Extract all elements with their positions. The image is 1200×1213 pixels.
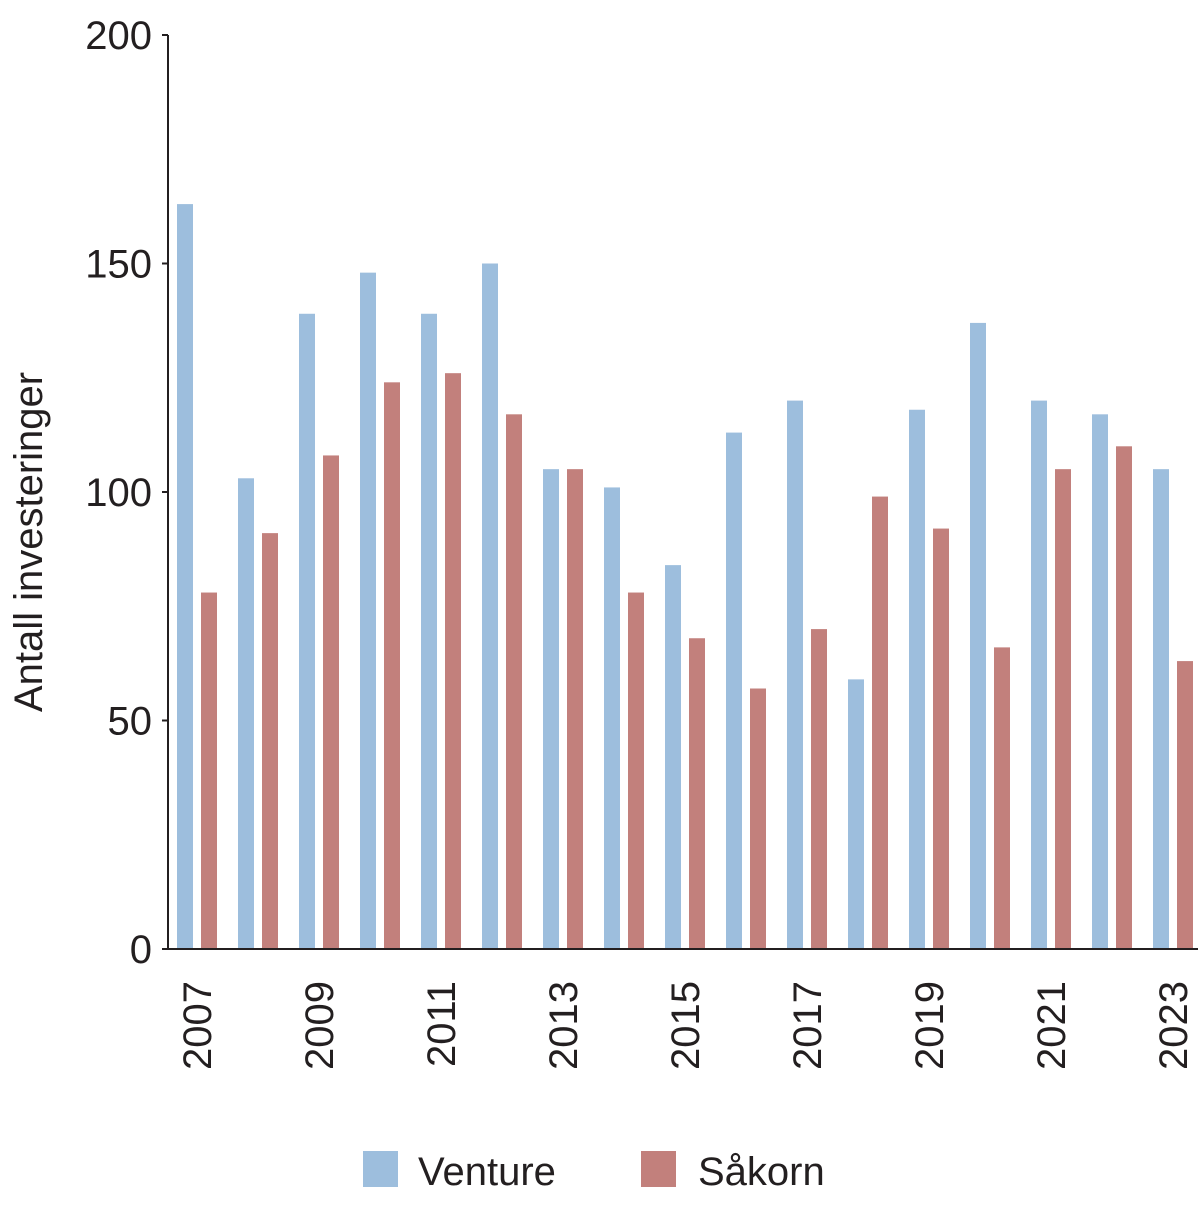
y-tick-label-200: 200 [85,14,152,58]
bar-s-korn-2020 [994,647,1010,949]
bar-s-korn-2018 [872,496,888,949]
bar-venture-2020 [970,322,986,949]
bar-venture-2021 [1031,400,1047,950]
bar-s-korn-2017 [811,629,827,949]
bar-venture-2008 [238,478,254,949]
y-tick-label-100: 100 [85,471,152,515]
bar-s-korn-2023 [1177,661,1193,949]
bar-venture-2014 [604,487,620,949]
bar-s-korn-2011 [445,373,461,949]
bar-venture-2012 [482,263,498,949]
bar-venture-2018 [848,679,864,949]
x-tick-label-2015: 2015 [664,981,708,1070]
bars-group [177,204,1193,950]
bar-venture-2017 [787,400,803,950]
bar-s-korn-2016 [750,688,766,949]
bar-s-korn-2012 [506,414,522,949]
bar-s-korn-2009 [323,455,339,949]
legend: Venture Såkorn [363,1150,825,1194]
x-tick-label-2017: 2017 [786,981,830,1070]
bar-venture-2007 [177,204,193,950]
bar-venture-2015 [665,565,681,949]
x-tick-label-2019: 2019 [908,981,952,1070]
bar-venture-2023 [1153,469,1169,949]
x-tick-label-2011: 2011 [420,981,464,1067]
bar-s-korn-2008 [262,533,278,949]
y-tick-label-0: 0 [130,928,152,972]
bar-s-korn-2010 [384,382,400,949]
bar-s-korn-2014 [628,592,644,949]
x-tick-label-2013: 2013 [542,981,586,1070]
bar-venture-2022 [1092,414,1108,949]
bar-s-korn-2007 [201,592,217,949]
bar-s-korn-2019 [933,528,949,949]
bar-venture-2010 [360,272,376,949]
legend-swatch-venture [363,1151,398,1187]
bar-s-korn-2022 [1116,446,1132,949]
y-axis-title: Antall investeringer [7,372,51,712]
legend-label-s-korn: Såkorn [698,1150,825,1194]
legend-swatch-s-korn [641,1151,676,1187]
x-tick-label-2007: 2007 [176,981,220,1070]
bar-venture-2019 [909,409,925,949]
bar-s-korn-2015 [689,638,705,949]
bar-venture-2011 [421,313,437,949]
bar-s-korn-2013 [567,469,583,949]
bar-venture-2016 [726,432,742,950]
bar-s-korn-2021 [1055,469,1071,949]
y-ticks-group: 0 50 100 150 200 [85,14,168,972]
x-tick-label-2021: 2021 [1030,981,1074,1070]
bar-venture-2009 [299,313,315,949]
legend-label-venture: Venture [418,1150,556,1194]
y-tick-label-50: 50 [108,700,153,744]
x-tick-label-2009: 2009 [298,981,342,1070]
x-ticks-group: 2007 2009 2011 2013 2015 2017 2019 2021 2023 [176,981,1196,1070]
bar-venture-2013 [543,469,559,949]
x-tick-label-2023: 2023 [1152,981,1196,1070]
y-tick-label-150: 150 [85,243,152,287]
